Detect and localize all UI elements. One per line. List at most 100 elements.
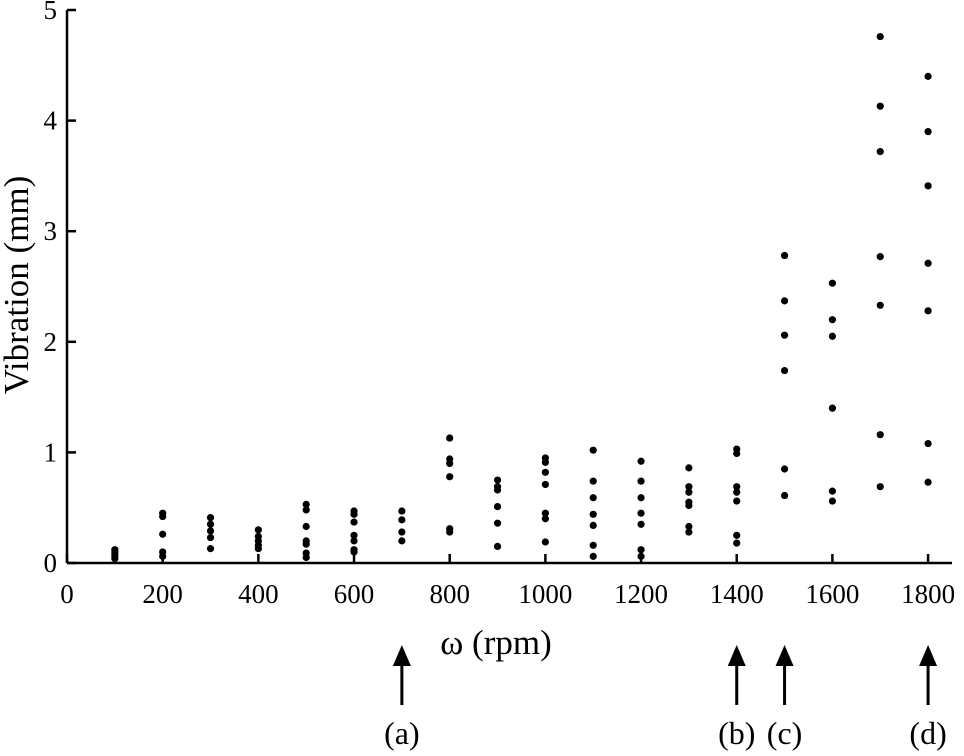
data-point <box>876 431 884 439</box>
data-point <box>589 446 597 454</box>
data-point <box>876 147 884 156</box>
data-point <box>876 102 884 110</box>
data-point <box>828 316 837 324</box>
x-tick-label: 1200 <box>614 579 668 609</box>
data-point <box>589 521 597 529</box>
data-point <box>828 404 837 412</box>
data-point <box>159 530 167 538</box>
data-point <box>589 541 597 549</box>
y-tick-label: 1 <box>44 437 58 467</box>
data-point <box>733 488 741 496</box>
data-point <box>541 468 549 476</box>
data-point <box>302 522 310 531</box>
data-point <box>924 72 932 80</box>
data-point <box>541 458 549 466</box>
data-point <box>685 464 693 472</box>
data-point <box>350 510 358 518</box>
x-axis-title: ω (rpm) <box>440 623 551 662</box>
up-arrow-head-icon <box>392 645 411 666</box>
data-point <box>733 531 741 539</box>
data-point <box>876 301 884 309</box>
data-point <box>206 527 215 535</box>
data-point <box>637 457 645 465</box>
y-tick-label: 0 <box>44 548 58 578</box>
data-point <box>828 279 837 287</box>
data-point <box>637 477 645 485</box>
data-point <box>733 449 741 458</box>
data-point <box>780 366 789 375</box>
data-point <box>302 540 310 548</box>
data-point <box>446 459 454 468</box>
data-point <box>685 522 693 531</box>
y-axis-title: Vibration (mm) <box>0 176 36 395</box>
data-point <box>302 500 310 508</box>
data-point <box>924 128 932 136</box>
data-point <box>206 514 215 522</box>
data-point <box>780 331 789 339</box>
x-tick-label: 1400 <box>710 579 764 609</box>
x-tick-label: 1600 <box>805 579 859 609</box>
data-point <box>302 506 310 514</box>
y-tick-label: 3 <box>44 216 58 246</box>
data-point <box>828 332 837 340</box>
data-point <box>541 538 549 546</box>
data-point <box>159 512 167 521</box>
data-point <box>350 537 358 545</box>
data-point <box>637 520 645 528</box>
data-point <box>493 542 502 551</box>
data-point <box>206 533 215 542</box>
data-point <box>685 483 693 491</box>
data-point <box>446 434 454 442</box>
data-point <box>206 520 215 528</box>
data-point <box>302 553 310 562</box>
data-point <box>780 465 789 473</box>
data-point <box>159 552 167 560</box>
y-tick-label: 4 <box>44 106 58 136</box>
data-point <box>398 516 406 524</box>
data-point <box>350 531 358 539</box>
annotation-label: (b) <box>718 715 755 751</box>
data-point <box>828 497 837 505</box>
data-point <box>398 507 406 515</box>
y-tick-label: 5 <box>44 0 58 25</box>
data-point <box>924 182 932 190</box>
data-point <box>589 552 597 560</box>
data-point <box>876 253 884 261</box>
data-point <box>446 528 454 536</box>
data-point <box>350 518 358 526</box>
data-point <box>254 545 262 553</box>
up-arrow-head-icon <box>919 645 938 666</box>
data-point <box>541 515 549 523</box>
data-point <box>206 545 215 553</box>
ticks: 0 200 400 600 800 1000 1200 1400 1600 1800 0 1 2 3 4 5 <box>44 0 956 609</box>
data-point <box>637 494 645 502</box>
data-point <box>780 491 789 500</box>
data-point <box>637 552 645 560</box>
x-tick-label: 0 <box>60 579 74 609</box>
x-tick-label: 400 <box>238 579 279 609</box>
data-point <box>493 519 502 527</box>
data-point <box>924 478 932 486</box>
data-point <box>828 487 837 495</box>
x-tick-label: 600 <box>334 579 375 609</box>
data-point <box>541 480 549 489</box>
data-point <box>876 483 884 491</box>
data-point <box>446 473 454 481</box>
data-point <box>733 539 741 547</box>
data-points <box>111 32 932 563</box>
data-point <box>876 32 884 41</box>
data-point <box>637 509 645 517</box>
data-point <box>589 494 597 502</box>
x-tick-label: 1000 <box>518 579 572 609</box>
data-point <box>637 546 645 554</box>
annotations: (a) (b) (c) (d) <box>384 645 947 751</box>
up-arrow-head-icon <box>775 645 794 666</box>
data-point <box>398 528 406 536</box>
data-point <box>733 483 741 491</box>
data-point <box>398 537 406 545</box>
data-point <box>254 526 262 534</box>
data-point <box>111 554 119 563</box>
data-point <box>685 501 693 510</box>
data-point <box>589 510 597 518</box>
